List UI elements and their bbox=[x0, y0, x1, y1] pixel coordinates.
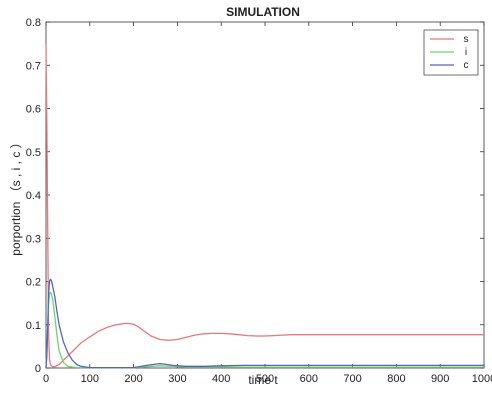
x-tick-label: 400 bbox=[212, 373, 230, 385]
x-tick-label: 800 bbox=[387, 373, 405, 385]
x-tick-label: 700 bbox=[343, 373, 361, 385]
y-axis-label: porportion （s , i , c ） bbox=[9, 136, 23, 255]
x-tick-label: 300 bbox=[168, 373, 186, 385]
axes-box bbox=[45, 21, 485, 369]
x-tick-label: 500 bbox=[256, 373, 274, 385]
legend-label-s: s bbox=[464, 34, 469, 45]
y-tick-label: 0.5 bbox=[26, 147, 41, 159]
y-tick-label: 0.7 bbox=[26, 60, 41, 72]
series-line-i bbox=[45, 291, 484, 369]
x-tick-label: 0 bbox=[43, 373, 49, 385]
plot-area bbox=[45, 21, 485, 369]
y-tick-label: 0.3 bbox=[26, 233, 41, 245]
y-tick-label: 0 bbox=[35, 363, 41, 375]
legend-label-c: c bbox=[464, 60, 469, 71]
y-tick-label: 0.4 bbox=[26, 190, 41, 202]
y-tick-label: 0.8 bbox=[26, 17, 41, 29]
x-tick-label: 600 bbox=[300, 373, 318, 385]
chart-title: SIMULATION bbox=[226, 5, 300, 19]
legend-label-i: i bbox=[465, 47, 467, 58]
y-tick-label: 0.1 bbox=[26, 320, 41, 332]
x-tick-label: 200 bbox=[124, 373, 142, 385]
x-tick-label: 900 bbox=[431, 373, 449, 385]
series-layer bbox=[45, 43, 484, 369]
x-tick-label: 100 bbox=[81, 373, 99, 385]
y-tick-label: 0.2 bbox=[26, 277, 41, 289]
y-tick-label: 0.6 bbox=[26, 104, 41, 116]
series-line-c bbox=[45, 278, 484, 369]
legend: sic bbox=[423, 29, 479, 76]
series-line-s bbox=[45, 43, 484, 368]
x-axis-label: time t bbox=[248, 373, 278, 387]
y-axis: 0 0.1 0.2 0.3 0.4 0.5 0.6 0.7 0.8 bbox=[26, 17, 484, 375]
